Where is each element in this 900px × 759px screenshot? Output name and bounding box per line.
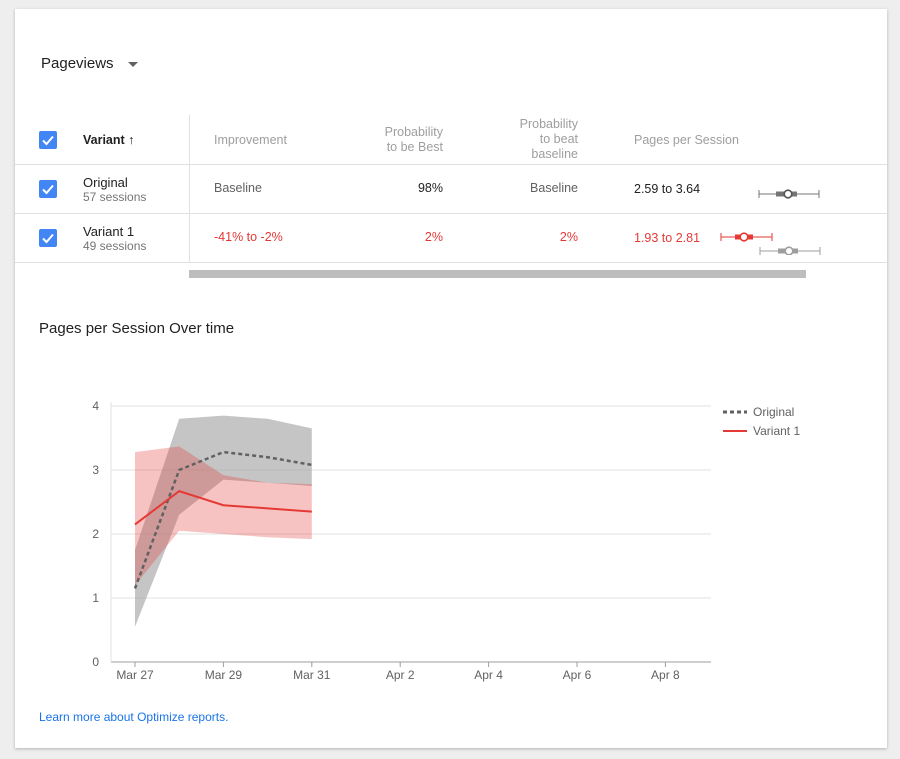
x-tick-label: Apr 8: [651, 668, 680, 682]
prob-beat-header-line: baseline: [531, 147, 578, 161]
metric-range: 2.59 to 3.64: [634, 182, 701, 196]
session-count: 49 sessions: [83, 239, 147, 253]
original-checkbox[interactable]: [39, 180, 57, 198]
variant-column-header[interactable]: Variant ↑: [83, 133, 134, 147]
chart-title: Pages per Session Over time: [39, 320, 235, 337]
x-axis-ticks: Mar 27 Mar 29 Mar 31 Apr 2 Apr 4 Apr 6 Apr 8: [116, 662, 680, 682]
series-lines: [133, 450, 313, 589]
row-divider: [15, 213, 887, 214]
prob-best-header-line: Probability: [384, 125, 443, 139]
metric-range: 1.93 to 2.81: [634, 231, 701, 245]
prob-beat-header-line: Probability: [519, 117, 578, 131]
original-reference-interval: [759, 246, 821, 255]
prob-beat-column-header: Probability to beat baseline: [480, 117, 578, 162]
row-divider: [15, 262, 887, 263]
chart-legend: Original Variant 1: [723, 405, 800, 438]
metric-dropdown[interactable]: Pageviews: [41, 51, 138, 75]
confidence-band: [135, 415, 312, 627]
metric-column-header: Pages per Session: [634, 133, 739, 147]
variant1-checkbox[interactable]: [39, 229, 57, 247]
y-tick-label: 3: [92, 463, 99, 477]
learn-more-link[interactable]: Learn more about Optimize reports.: [39, 710, 229, 724]
series-line: [134, 490, 312, 526]
check-icon: [42, 135, 54, 146]
legend-label: Variant 1: [753, 424, 800, 438]
y-tick-label: 4: [92, 399, 99, 413]
x-tick-label: Mar 27: [116, 668, 154, 682]
x-tick-label: Apr 4: [474, 668, 503, 682]
x-tick-label: Mar 31: [293, 668, 331, 682]
y-tick-label: 2: [92, 527, 99, 541]
improvement-value: Baseline: [214, 181, 262, 195]
prob-best-header-line: to be Best: [386, 140, 443, 154]
prob-best-column-header: Probability to be Best: [345, 125, 443, 155]
prob-beat-value: Baseline: [530, 181, 578, 195]
x-tick-label: Mar 29: [205, 668, 243, 682]
x-tick-label: Apr 2: [386, 668, 415, 682]
header-divider: [15, 164, 887, 165]
horizontal-scrollbar[interactable]: [189, 270, 806, 278]
prob-beat-header-line: to beat: [539, 132, 578, 146]
prob-beat-value: 2%: [559, 230, 578, 244]
y-tick-label: 1: [92, 591, 99, 605]
column-divider: [189, 115, 190, 263]
series-line: [133, 450, 313, 589]
dropdown-arrow-icon: [127, 61, 138, 67]
session-count: 57 sessions: [83, 190, 147, 204]
sort-arrow-icon: ↑: [128, 133, 135, 147]
check-icon: [42, 233, 54, 244]
interval-plots: [720, 189, 821, 255]
improvement-value: -41% to -2%: [214, 230, 283, 244]
legend-label: Original: [753, 405, 794, 419]
variant1-interval: [720, 232, 773, 242]
select-all-checkbox[interactable]: [39, 131, 57, 149]
x-tick-label: Apr 6: [563, 668, 592, 682]
check-icon: [42, 184, 54, 195]
confidence-band: [135, 446, 312, 586]
variants-table: Variant ↑ Improvement Probability to be …: [15, 115, 887, 285]
confidence-bands: [135, 415, 312, 627]
variant-name: Original: [83, 175, 128, 190]
variant-name: Variant 1: [83, 224, 135, 239]
y-tick-label: 0: [92, 655, 99, 669]
metric-dropdown-label: Pageviews: [41, 54, 114, 72]
prob-best-value: 98%: [417, 181, 443, 195]
y-axis-ticks: 0 1 2 3 4: [92, 399, 99, 669]
improvement-column-header: Improvement: [214, 133, 287, 147]
original-interval: [758, 189, 820, 199]
variant-header-label: Variant: [83, 133, 125, 147]
report-card: Pageviews Variant ↑ Improvement Probabil…: [15, 9, 887, 748]
prob-best-value: 2%: [424, 230, 443, 244]
pages-per-session-chart: 0 1 2 3 4 Mar 27 Mar 29 Mar 31 Apr 2 Apr 4 Apr 6 A…: [92, 399, 800, 682]
